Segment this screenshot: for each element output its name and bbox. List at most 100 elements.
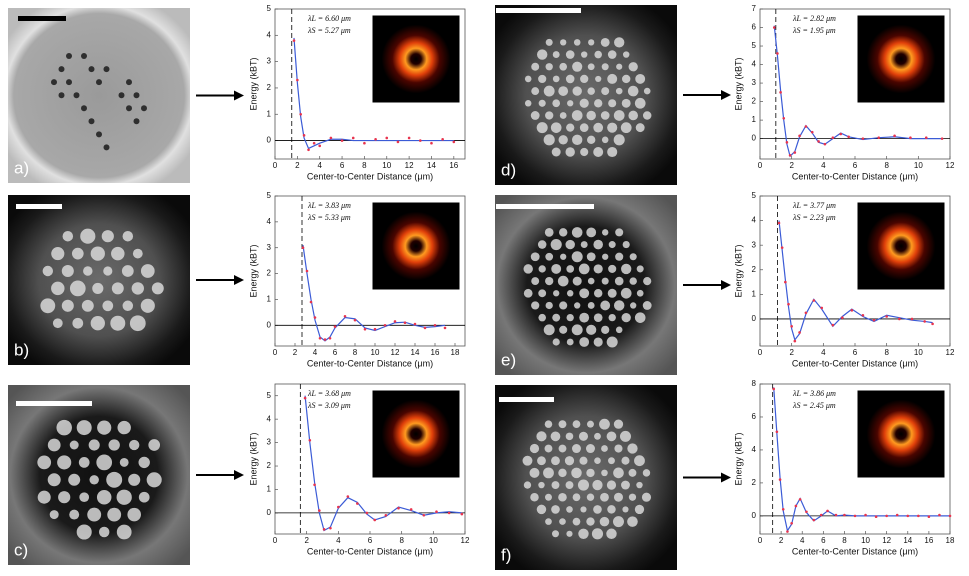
x-tick-label: 0 <box>273 536 278 545</box>
particle <box>587 135 596 145</box>
particle <box>566 123 575 132</box>
particle <box>642 301 652 310</box>
particle <box>87 507 102 522</box>
particle <box>579 456 588 465</box>
y-tick-label: 8 <box>752 379 757 388</box>
particle <box>558 492 567 502</box>
particle <box>559 301 568 310</box>
micrograph <box>495 385 677 570</box>
x-tick-label: 0 <box>758 536 763 545</box>
particle <box>572 134 583 145</box>
particle <box>565 481 574 490</box>
lambda-annotation: λS = 1.95 μm <box>792 26 836 35</box>
particle <box>553 290 560 297</box>
particle <box>571 444 581 454</box>
particle <box>591 528 604 540</box>
y-tick-label: 5 <box>267 191 272 200</box>
particle <box>579 312 590 323</box>
data-point <box>853 514 857 518</box>
data-point <box>396 140 400 144</box>
data-point <box>779 91 782 94</box>
particle <box>133 92 140 99</box>
x-tick-label: 4 <box>317 161 322 170</box>
particle <box>594 50 602 59</box>
particle <box>571 251 583 263</box>
y-tick-label: 3 <box>267 57 272 66</box>
particle <box>51 281 65 296</box>
particle <box>117 420 131 435</box>
particle <box>601 325 610 334</box>
data-point <box>303 396 307 400</box>
particle <box>72 317 84 329</box>
particle <box>559 62 568 71</box>
data-point <box>340 139 344 142</box>
particle <box>614 37 625 48</box>
particle <box>634 97 646 109</box>
data-point <box>775 430 779 434</box>
particle <box>538 481 545 489</box>
particle <box>566 338 574 346</box>
particle <box>552 75 560 83</box>
particle <box>578 528 589 539</box>
data-point <box>422 513 426 517</box>
x-tick-label: 6 <box>821 536 826 545</box>
particle <box>601 469 608 477</box>
particle <box>613 419 624 429</box>
panel-label: e) <box>501 350 516 369</box>
particle <box>69 440 79 450</box>
fit-line <box>778 220 933 342</box>
particle <box>146 472 162 488</box>
data-point <box>397 506 400 510</box>
particle <box>129 315 146 332</box>
particle <box>558 135 568 145</box>
particle <box>61 264 74 278</box>
lambda-annotation: λS = 5.27 μm <box>307 26 351 35</box>
particle <box>599 516 610 527</box>
data-point <box>328 336 332 340</box>
particle <box>608 457 615 465</box>
data-point <box>793 151 797 154</box>
particle <box>634 504 645 515</box>
particle <box>621 480 630 490</box>
particle <box>552 51 560 59</box>
fft-inset <box>857 202 945 290</box>
data-point <box>826 509 829 513</box>
micrograph <box>8 385 190 565</box>
particle <box>572 86 582 96</box>
data-point <box>772 387 776 391</box>
particle <box>586 517 595 526</box>
particle <box>607 73 618 84</box>
particle <box>543 467 554 479</box>
particle <box>88 439 100 451</box>
x-tick-label: 4 <box>821 161 826 170</box>
particle <box>628 493 637 501</box>
particle <box>76 420 92 436</box>
particle <box>551 530 559 538</box>
particle <box>79 492 90 503</box>
x-axis-label: Center-to-Center Distance (μm) <box>307 171 433 181</box>
x-tick-label: 10 <box>371 348 380 357</box>
y-tick-label: 2 <box>267 83 272 92</box>
data-point <box>790 521 793 525</box>
data-point <box>938 513 941 517</box>
x-tick-label: 8 <box>842 536 847 545</box>
data-point <box>798 331 801 334</box>
x-tick-label: 4 <box>800 536 805 545</box>
data-point <box>383 324 387 327</box>
particle <box>606 336 618 348</box>
particle <box>634 312 646 323</box>
particle <box>560 39 567 46</box>
particle <box>133 118 140 125</box>
particle <box>566 530 573 537</box>
particle <box>544 444 553 453</box>
scale-bar <box>496 8 581 13</box>
particle <box>66 53 72 60</box>
y-tick-label: 0 <box>752 134 757 143</box>
x-axis-label: Center-to-Center Distance (μm) <box>307 358 433 368</box>
data-point <box>460 512 464 516</box>
particle <box>543 85 555 97</box>
particle <box>560 253 567 260</box>
data-point <box>772 26 776 29</box>
particle <box>128 473 141 486</box>
data-point <box>839 132 843 136</box>
